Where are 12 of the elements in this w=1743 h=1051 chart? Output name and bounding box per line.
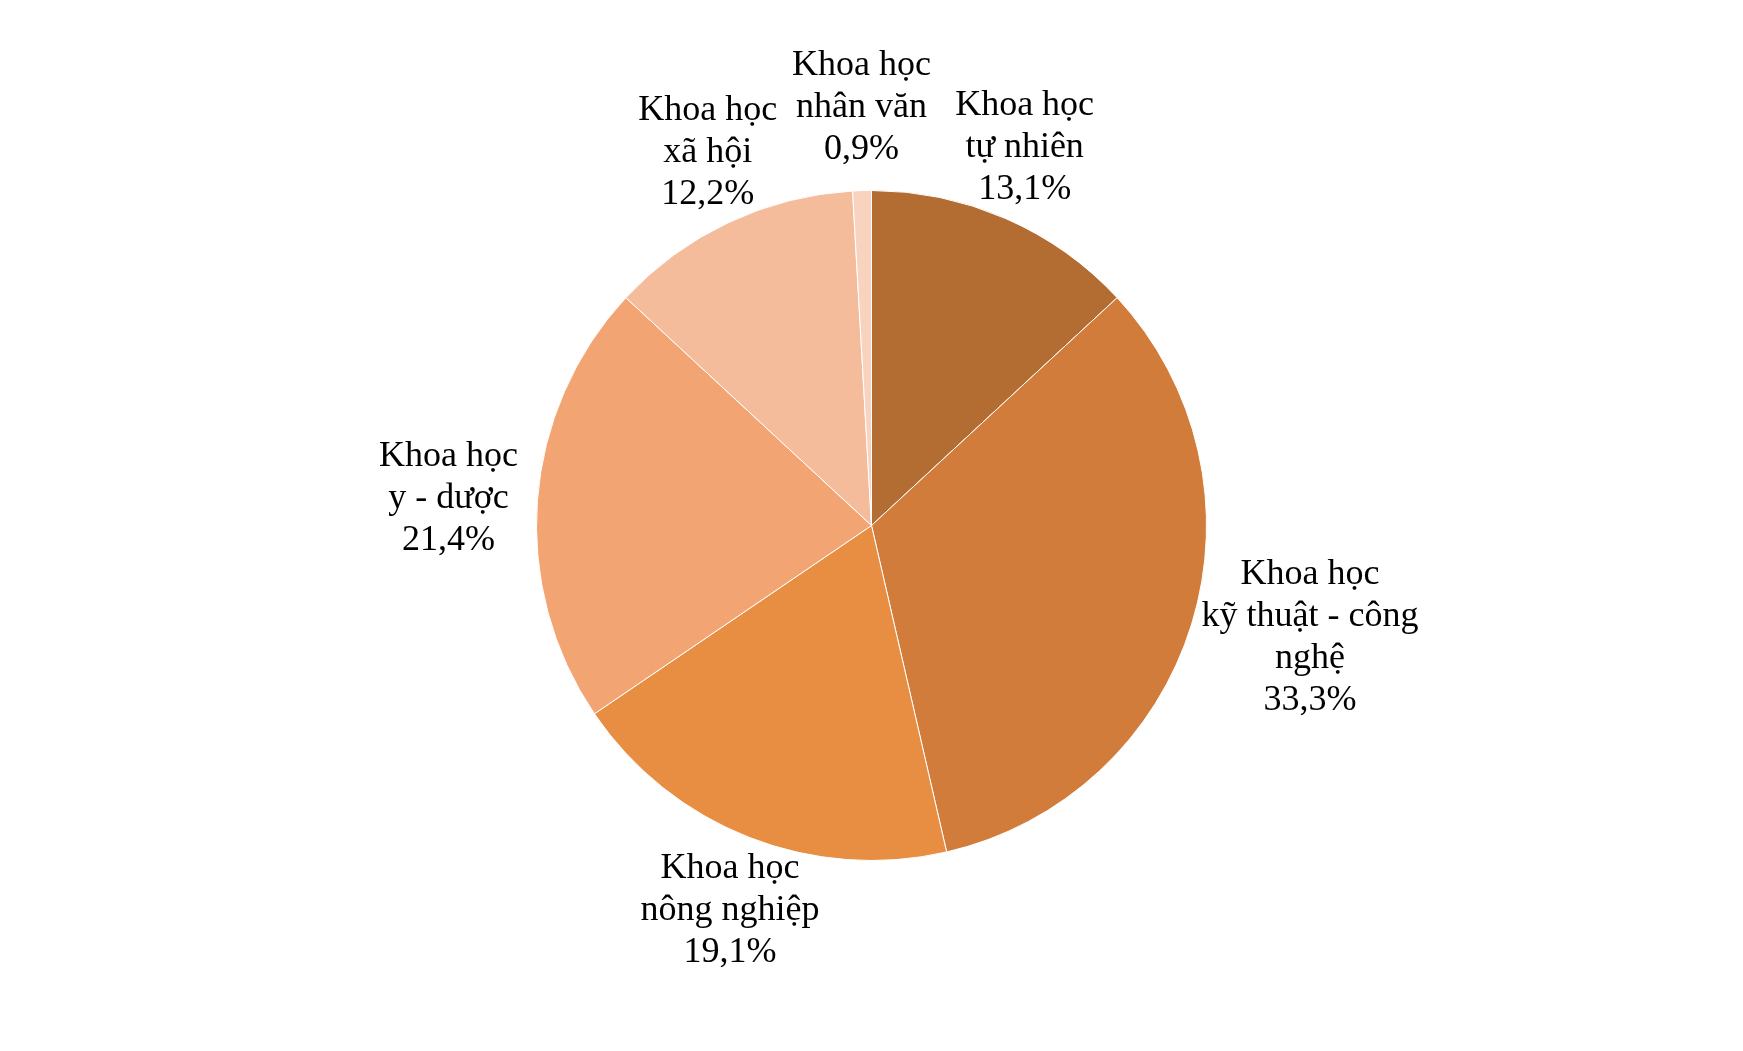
slice-label: Khoa học nhân văn [791,43,931,126]
data-label: 33,3% [1263,677,1357,718]
slice-label: Khoa học xã hội [638,88,778,171]
data-label: 21,4% [401,517,495,558]
slice-label: Khoa học tự nhiên [955,82,1095,165]
slice-label: Khoa học kỹ thuật - công nghệ [1201,551,1419,676]
slice-label: Khoa học y - dược [378,433,518,516]
slice-label: Khoa học nông nghiệp [640,846,820,929]
data-label: 12,2% [661,172,755,213]
data-label: 13,1% [978,166,1072,207]
data-label: 0,9% [823,127,899,168]
data-label: 19,1% [683,930,777,971]
